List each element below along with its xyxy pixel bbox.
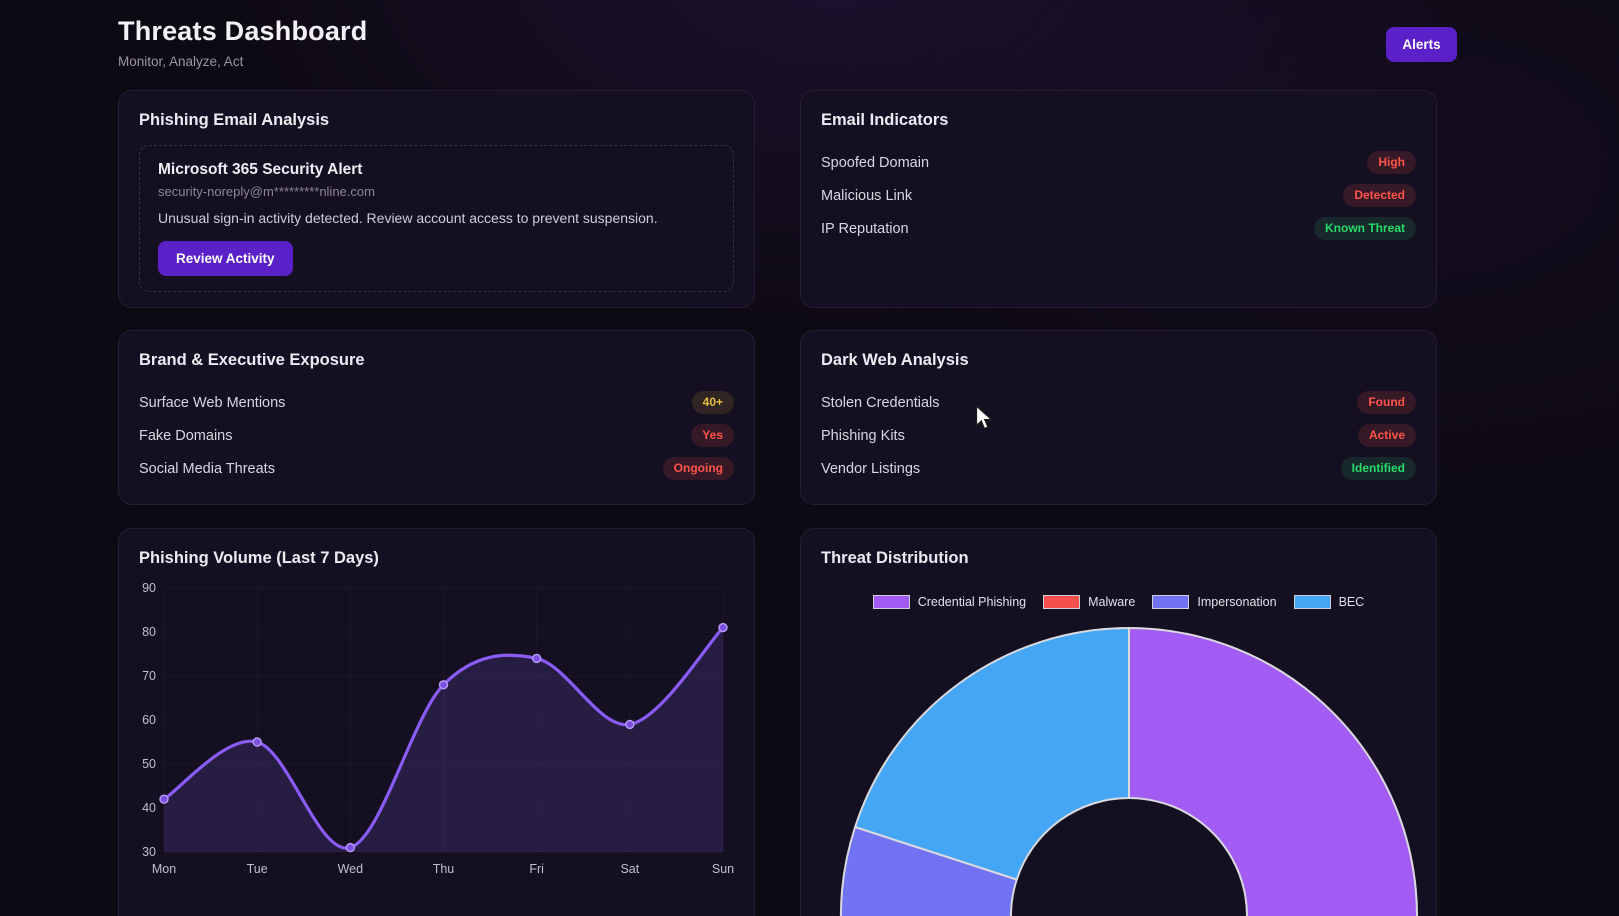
legend-swatch: [1293, 595, 1331, 609]
legend-item-credential-phishing[interactable]: Credential Phishing: [872, 595, 1027, 609]
email-body-text: Unusual sign-in activity detected. Revie…: [158, 210, 658, 226]
svg-text:80: 80: [142, 625, 156, 639]
threat-distribution-doughnut-chart: [801, 529, 1436, 916]
alerts-button[interactable]: Alerts: [1386, 27, 1457, 62]
svg-text:50: 50: [142, 757, 156, 771]
page-title: Threats Dashboard: [118, 16, 368, 46]
indicator-label: Vendor Listings: [821, 460, 921, 477]
status-badge: 40+: [691, 391, 734, 414]
card-title: Dark Web Analysis: [821, 351, 969, 369]
email-sender: security-noreply@m*********nline.com: [158, 184, 375, 199]
chart-title: Phishing Volume (Last 7 Days): [139, 549, 379, 567]
status-badge: Detected: [1343, 184, 1416, 207]
svg-text:70: 70: [142, 669, 156, 683]
chart-title: Threat Distribution: [821, 549, 969, 567]
page-subtitle: Monitor, Analyze, Act: [118, 54, 244, 69]
svg-text:Sun: Sun: [712, 862, 734, 876]
legend-item-impersonation[interactable]: Impersonation: [1152, 595, 1277, 609]
legend-item-malware[interactable]: Malware: [1043, 595, 1135, 609]
legend-label: Credential Phishing: [917, 595, 1027, 609]
phishing-volume-line-chart: 30 40 50 60 70 80 90 Mon Tue Wed Thu Fri Sat Sun: [119, 529, 754, 916]
email-preview-box: Microsoft 365 Security Alert security-no…: [139, 145, 734, 292]
indicator-row: Surface Web Mentions 40+: [139, 386, 734, 419]
svg-text:90: 90: [142, 581, 156, 595]
svg-text:Sat: Sat: [620, 862, 639, 876]
status-badge: High: [1367, 151, 1416, 174]
status-badge: Found: [1357, 391, 1416, 414]
indicator-row: IP Reputation Known Threat: [821, 212, 1416, 245]
phishing-volume-chart-card: Phishing Volume (Last 7 Days) 30 40 50 60 70…: [118, 528, 755, 916]
indicator-label: Phishing Kits: [821, 427, 905, 444]
indicator-label: Fake Domains: [139, 427, 233, 444]
svg-text:Thu: Thu: [433, 862, 455, 876]
svg-text:Wed: Wed: [338, 862, 364, 876]
indicator-row: Spoofed Domain High: [821, 146, 1416, 179]
threat-distribution-chart-card: Threat Distribution Credential Phishing …: [800, 528, 1437, 916]
indicator-row: Social Media Threats Ongoing: [139, 452, 734, 485]
indicator-label: Malicious Link: [821, 187, 913, 204]
indicator-label: Social Media Threats: [139, 460, 275, 477]
indicator-label: Surface Web Mentions: [139, 394, 286, 411]
indicator-row: Vendor Listings Identified: [821, 452, 1416, 485]
status-badge: Ongoing: [662, 457, 734, 480]
brand-executive-exposure-card: Brand & Executive Exposure Surface Web M…: [118, 330, 755, 505]
indicator-label: Spoofed Domain: [821, 154, 930, 171]
indicator-row: Malicious Link Detected: [821, 179, 1416, 212]
legend-swatch: [872, 595, 910, 609]
doughnut-legend: Credential Phishing Malware Impersonatio…: [801, 595, 1436, 609]
indicator-row: Phishing Kits Active: [821, 419, 1416, 452]
indicator-row: Stolen Credentials Found: [821, 386, 1416, 419]
phishing-email-analysis-card: Phishing Email Analysis Microsoft 365 Se…: [118, 90, 755, 308]
svg-text:30: 30: [142, 845, 156, 859]
legend-swatch: [1043, 595, 1081, 609]
dark-web-analysis-card: Dark Web Analysis Stolen Credentials Fou…: [800, 330, 1437, 505]
legend-swatch: [1152, 595, 1190, 609]
page-header: Threats Dashboard Monitor, Analyze, Act: [118, 16, 367, 69]
legend-label: Malware: [1088, 595, 1136, 609]
card-title: Email Indicators: [821, 111, 949, 129]
email-subject: Microsoft 365 Security Alert: [158, 161, 363, 178]
status-badge: Yes: [691, 424, 734, 447]
email-indicators-card: Email Indicators Spoofed Domain High Mal…: [800, 90, 1437, 308]
review-activity-button[interactable]: Review Activity: [158, 241, 293, 276]
svg-text:Tue: Tue: [247, 862, 268, 876]
status-badge: Active: [1357, 424, 1416, 447]
legend-label: Impersonation: [1197, 595, 1277, 609]
card-title: Brand & Executive Exposure: [139, 351, 365, 369]
card-title: Phishing Email Analysis: [139, 111, 330, 129]
status-badge: Known Threat: [1314, 217, 1416, 240]
legend-item-bec[interactable]: BEC: [1293, 595, 1365, 609]
svg-text:60: 60: [142, 713, 156, 727]
indicator-row: Fake Domains Yes: [139, 419, 734, 452]
svg-text:Mon: Mon: [152, 862, 176, 876]
svg-text:Fri: Fri: [529, 862, 544, 876]
legend-label: BEC: [1338, 595, 1365, 609]
svg-text:40: 40: [142, 801, 156, 815]
indicator-label: IP Reputation: [821, 220, 909, 237]
status-badge: Identified: [1340, 457, 1416, 480]
indicator-label: Stolen Credentials: [821, 394, 940, 411]
